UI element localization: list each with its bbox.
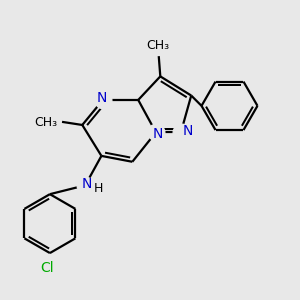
Text: N: N [82, 177, 92, 191]
Text: CH₃: CH₃ [146, 39, 169, 52]
Text: H: H [94, 182, 103, 195]
Text: N: N [152, 127, 163, 141]
Text: CH₃: CH₃ [35, 116, 58, 128]
Text: N: N [183, 124, 194, 138]
Text: N: N [96, 92, 106, 106]
Text: Cl: Cl [41, 261, 54, 275]
